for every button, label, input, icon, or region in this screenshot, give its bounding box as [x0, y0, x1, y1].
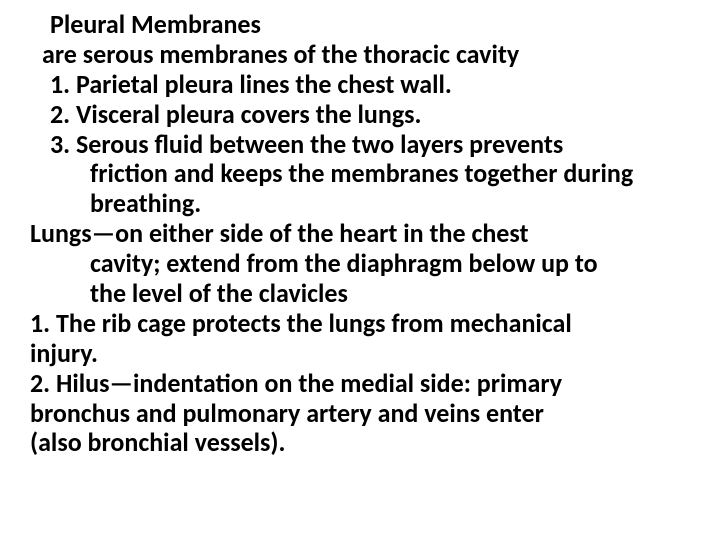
- subtitle-serous: are serous membranes of the thoracic cav…: [30, 40, 690, 70]
- list-item-5-line2: bronchus and pulmonary artery and veins …: [30, 399, 690, 429]
- heading-pleural: Pleural Membranes: [30, 10, 690, 40]
- list-item-3-line2: friction and keeps the membranes togethe…: [30, 159, 690, 189]
- list-item-4-line1: 1. The rib cage protects the lungs from …: [30, 309, 690, 339]
- slide-content: Pleural Membranes are serous membranes o…: [30, 10, 690, 458]
- list-item-5-line1: 2. Hilus—indentation on the medial side:…: [30, 369, 690, 399]
- list-item-5-line3: (also bronchial vessels).: [30, 428, 690, 458]
- list-item-1: 1. Parietal pleura lines the chest wall.: [30, 70, 690, 100]
- list-item-4-line2: injury.: [30, 339, 690, 369]
- list-item-3-line1: 3. Serous fluid between the two layers p…: [30, 130, 690, 160]
- list-item-2: 2. Visceral pleura covers the lungs.: [30, 100, 690, 130]
- list-item-3-line3: breathing.: [30, 189, 690, 219]
- section-lungs-line3: the level of the clavicles: [30, 279, 690, 309]
- section-lungs-line2: cavity; extend from the diaphragm below …: [30, 249, 690, 279]
- section-lungs-line1: Lungs—on either side of the heart in the…: [30, 219, 690, 249]
